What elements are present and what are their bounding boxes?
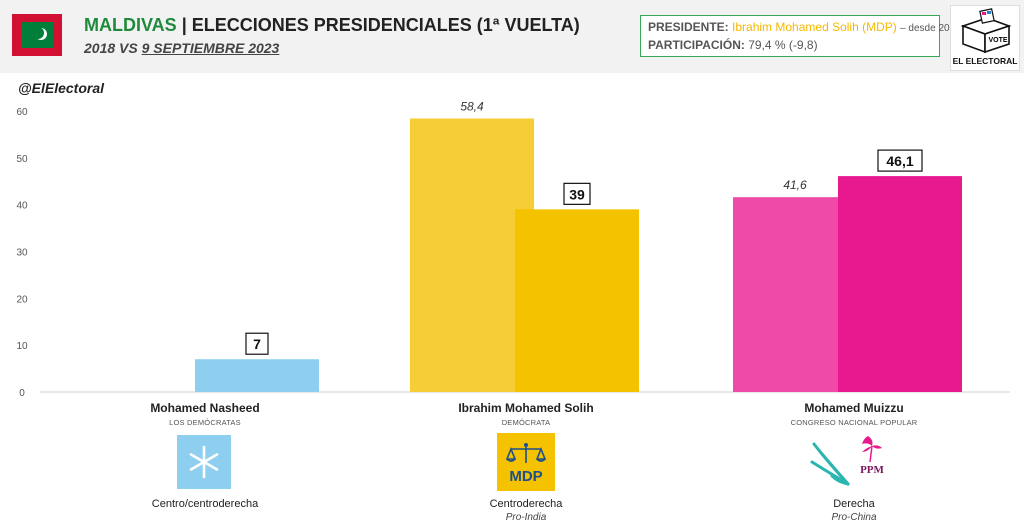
participation-value: 79,4 % (-9,8) bbox=[748, 38, 818, 52]
candidate-muizzu: Mohamed Muizzu CONGRESO NACIONAL POPULAR bbox=[734, 401, 974, 427]
data-label-current: 7 bbox=[253, 336, 261, 352]
president-since: – desde 2018 bbox=[900, 23, 961, 34]
y-tick-label: 20 bbox=[16, 294, 28, 305]
president-value: Ibrahim Mohamed Solih (MDP) bbox=[732, 20, 897, 34]
data-label-current: 46,1 bbox=[886, 153, 913, 169]
subtitle-years: 2018 VS bbox=[84, 40, 142, 56]
data-label-box bbox=[877, 149, 923, 172]
y-tick-label: 30 bbox=[16, 248, 28, 259]
subtitle-date: 9 SEPTIEMBRE 2023 bbox=[141, 40, 280, 56]
bar-previous bbox=[410, 118, 534, 392]
candidate-party: CONGRESO NACIONAL POPULAR bbox=[790, 418, 918, 427]
president-line: PRESIDENTE: Ibrahim Mohamed Solih (MDP) … bbox=[648, 20, 961, 34]
candidate-ideology: Centro/centroderecha bbox=[151, 498, 259, 510]
candidate-name: Mohamed Muizzu bbox=[804, 401, 904, 415]
candidate-solih: Ibrahim Mohamed Solih DEMÓCRATA bbox=[406, 401, 646, 427]
ballot-box-icon: VOTE bbox=[960, 8, 1012, 54]
data-label-previous: 41,6 bbox=[783, 178, 807, 192]
y-tick-label: 50 bbox=[16, 154, 28, 165]
scales-icon: MDP bbox=[497, 433, 555, 491]
candidate-muizzu-ideology: Derecha Pro-China bbox=[734, 498, 974, 523]
bar-current bbox=[515, 209, 639, 392]
maldives-flag-icon bbox=[12, 14, 62, 56]
data-label-box bbox=[563, 182, 591, 205]
y-tick-label: 40 bbox=[16, 201, 28, 212]
el-electoral-logo: VOTE EL ELECTORAL bbox=[950, 5, 1020, 71]
y-tick-label: 10 bbox=[16, 341, 28, 352]
candidate-name: Mohamed Nasheed bbox=[150, 401, 260, 415]
y-tick-label: 60 bbox=[16, 107, 28, 118]
palm-icon: PPM bbox=[808, 432, 890, 492]
data-label-previous: 58,4 bbox=[460, 99, 484, 113]
bar-previous bbox=[733, 197, 857, 392]
logo-text: EL ELECTORAL bbox=[952, 56, 1018, 66]
candidate-ideology: Derecha bbox=[833, 498, 875, 510]
participation-line: PARTICIPACIÓN: 79,4 % (-9,8) bbox=[648, 38, 818, 52]
header-band: MALDIVAS | ELECCIONES PRESIDENCIALES (1ª… bbox=[0, 0, 1024, 73]
ballot-vote-text: VOTE bbox=[988, 37, 1007, 44]
ppm-logo-text: PPM bbox=[860, 464, 884, 476]
mdp-logo-text: MDP bbox=[509, 468, 542, 485]
president-label: PRESIDENTE: bbox=[648, 20, 729, 34]
candidate-ideology: Centroderecha bbox=[489, 498, 563, 510]
bar-chart: 0 10 20 30 40 50 60 7 58,4 39 41,6 46,1 bbox=[16, 99, 1010, 399]
candidate-geopolitics: Pro-China bbox=[831, 512, 877, 523]
candidate-solih-ideology: Centroderecha Pro-India bbox=[406, 498, 646, 523]
bar-current bbox=[838, 176, 962, 392]
info-box: PRESIDENTE: Ibrahim Mohamed Solih (MDP) … bbox=[640, 15, 961, 57]
candidate-name: Ibrahim Mohamed Solih bbox=[458, 401, 594, 415]
candidate-nasheed: Mohamed Nasheed LOS DEMÓCRATAS bbox=[85, 401, 325, 427]
y-tick-label: 0 bbox=[19, 388, 25, 399]
data-label-box bbox=[245, 332, 269, 355]
bar-current bbox=[195, 359, 319, 392]
candidate-party: LOS DEMÓCRATAS bbox=[169, 418, 241, 427]
candidate-nasheed-ideology: Centro/centroderecha bbox=[85, 498, 325, 510]
candidate-party: DEMÓCRATA bbox=[501, 418, 551, 427]
candidate-geopolitics: Pro-India bbox=[505, 512, 547, 523]
asterisk-icon bbox=[177, 435, 231, 489]
country-name: MALDIVAS bbox=[84, 15, 177, 35]
data-label-current: 39 bbox=[569, 186, 585, 202]
page-subtitle: 2018 VS 9 SEPTIEMBRE 2023 bbox=[84, 40, 279, 56]
page-title: MALDIVAS | ELECCIONES PRESIDENCIALES (1ª… bbox=[84, 15, 580, 36]
twitter-handle: @ElElectoral bbox=[18, 80, 105, 96]
title-separator: | bbox=[181, 15, 187, 35]
election-title: ELECCIONES PRESIDENCIALES (1ª VUELTA) bbox=[191, 15, 580, 35]
participation-label: PARTICIPACIÓN: bbox=[648, 38, 745, 52]
